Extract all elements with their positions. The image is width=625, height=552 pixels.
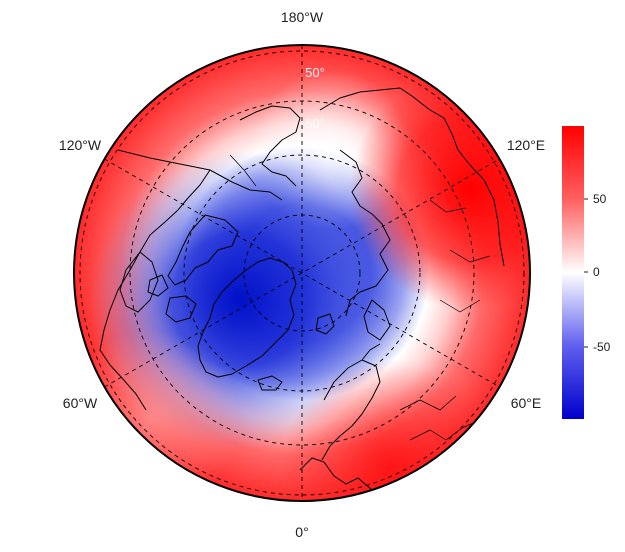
colorbar-gradient — [562, 126, 584, 419]
colorbar: 50 0 -50 — [562, 126, 611, 419]
hudson-bay-coast — [119, 251, 159, 313]
latitude-label-50: 50° — [305, 65, 325, 80]
siberia-coast — [319, 87, 505, 267]
novaya-zemlya — [363, 299, 391, 341]
siberia-north-coast — [339, 149, 391, 317]
colorbar-tick-label-0: 0 — [593, 265, 600, 279]
longitude-label-upper-left: 120°W — [59, 137, 102, 153]
anomaly-field — [74, 45, 530, 501]
longitude-label-lower-left: 60°W — [63, 395, 98, 411]
colorbar-tick-label-50: 50 — [593, 192, 607, 206]
map-boundary — [73, 44, 531, 502]
graticule — [79, 45, 525, 501]
longitude-label-bottom: 0° — [295, 524, 308, 540]
colorbar-tick-label-neg50: -50 — [593, 340, 611, 354]
svalbard — [315, 313, 335, 335]
longitude-label-lower-right: 60°E — [511, 395, 542, 411]
iceland — [257, 375, 283, 391]
longitude-label-upper-right: 120°E — [507, 137, 545, 153]
greenland-coast — [197, 257, 297, 378]
scandinavia-coast — [321, 343, 381, 461]
alaska-coast — [239, 105, 301, 187]
latitude-line-50 — [79, 50, 525, 496]
longitude-label-top: 180°W — [281, 9, 324, 25]
latitude-label-60: 60° — [305, 116, 325, 131]
